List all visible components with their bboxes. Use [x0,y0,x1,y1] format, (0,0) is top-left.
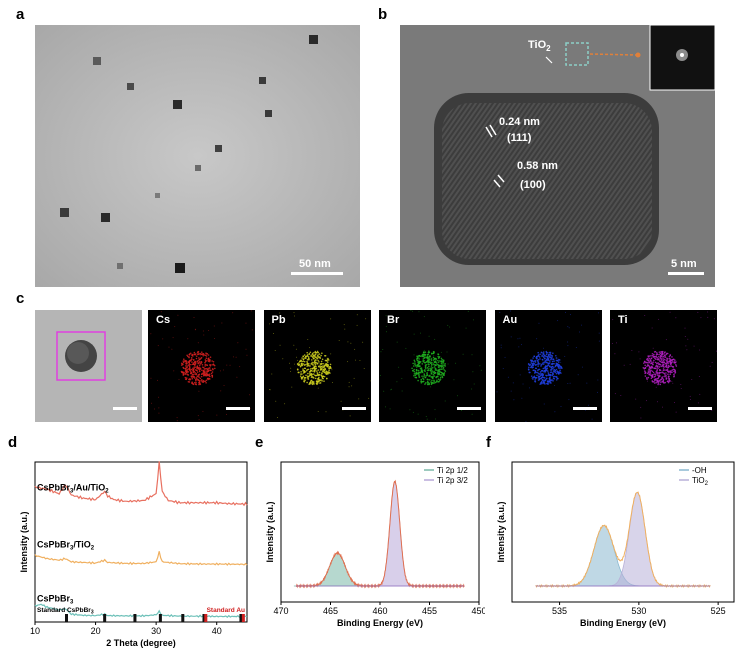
panel-label-b: b [378,6,388,23]
standard-cspbbr3-bar [202,614,206,622]
tem-image-a: 50 nm [35,25,360,287]
y-axis-title: Intensity (a.u.) [19,511,29,572]
xps-ti-peak [293,552,381,587]
x-tick-label: 465 [323,606,338,616]
hkl-2: (100) [520,179,546,191]
nanoparticle [173,100,182,109]
standard-cspbbr3-bar [103,614,107,622]
xrd-chart: 10 20 30 40 2 Theta (degree) Intensity (a.u.)… [19,461,248,648]
xrd-series-line [34,551,248,566]
x-tick-label: 40 [212,626,222,636]
x-axis-title: Binding Energy (eV) [337,618,423,628]
x-tick-label: 530 [631,606,646,616]
x-tick-label: 20 [91,626,101,636]
eds-map-label: Br [387,314,400,326]
nanoparticle [117,263,123,269]
x-tick-label: 470 [273,606,288,616]
eds-map-label: Pb [271,314,286,326]
nanoparticle [195,165,201,171]
x-tick-label: 525 [711,606,726,616]
nanoparticle [259,77,266,84]
eds-map-label: Au [502,314,518,326]
tem-particles [35,25,360,287]
xrd-series-label: CsPbBr3/Au/TiO2 [37,482,109,494]
nanoparticle [309,35,318,44]
panel-label-e: e [255,434,264,451]
panel-label-d: d [8,434,18,451]
roi-box [565,42,589,66]
nanoparticle [215,145,222,152]
standard-cspbbr3-bar [133,614,137,622]
x-tick-label: 460 [372,606,387,616]
scale-bar-b [668,272,704,275]
x-tick-label: 455 [422,606,437,616]
x-tick-label: 450 [471,606,485,616]
xps-ti-chart: 470 465 460 455 450 Binding Energy (eV) Intens… [265,461,485,628]
standard-cspbbr3-bar [181,614,185,622]
scale-bar-haadf [113,407,137,410]
nanoparticle [175,263,185,273]
panel-label-a: a [16,6,25,23]
haadf-image [35,310,142,422]
hkl-1: (111) [507,132,532,144]
scale-label-a: 50 nm [299,258,331,270]
hrtem-graphic [400,25,715,287]
y-axis-title: Intensity (a.u.) [496,501,506,562]
eds-map-label: Cs [156,314,171,326]
x-tick-label: 30 [151,626,161,636]
x-axis-title: 2 Theta (degree) [106,638,176,648]
legend-label: Ti 2p 1/2 [437,466,468,475]
eds-map-br: Br [379,310,486,422]
eds-map-au: Au [494,310,602,422]
nanoparticle [101,213,110,222]
eds-map-label: Ti [618,314,628,326]
panel-label-c: c [16,290,25,307]
eds-map-pb: Pb [263,310,371,422]
nanoparticle [155,193,160,198]
d-spacing-1: 0.24 nm [499,116,540,128]
xrd-series-line [34,461,248,507]
xps-o-chart: 535 530 525 Binding Energy (eV) Intensity (a… [496,461,735,628]
hrtem-image-b: TiO2 0.24 nm (111) 0.58 nm (100) 5 nm [400,25,715,287]
xrd-frame [34,461,248,623]
nanoparticle [93,57,101,65]
xps-o-frame [511,461,735,603]
legend-label: Ti 2p 3/2 [437,476,468,485]
x-tick-label: 535 [552,606,567,616]
standard-au-label: Standard Au [207,607,245,614]
standard-cspbbr3-bar [239,614,243,622]
xps-ti-peak [367,480,423,587]
eds-map-cs: Cs [148,310,255,422]
x-axis-title: Binding Energy (eV) [580,618,666,628]
standard-cspbbr3-label: Standard CsPbBr3 [37,607,94,616]
scale-bar-a [291,272,343,275]
tio2-label: TiO2 [528,39,551,54]
panel-label-f: f [486,434,491,451]
standard-cspbbr3-bar [158,614,162,622]
legend-label: -OH [692,466,707,475]
nanoparticle [60,208,69,217]
xrd-series-label: CsPbBr3/TiO2 [37,539,95,551]
standard-cspbbr3-bar [64,614,68,622]
scale-label-b: 5 nm [671,258,697,270]
xps-ti-envelope [295,479,465,589]
y-axis-title: Intensity (a.u.) [265,501,275,562]
d-spacing-2: 0.58 nm [517,160,558,172]
x-tick-label: 10 [30,626,40,636]
standard-au-bar [241,614,245,622]
eds-map-ti: Ti [610,310,717,422]
legend-label: TiO2 [692,476,709,487]
nanoparticle [127,83,134,90]
xrd-series-line [34,603,248,619]
nanoparticle [265,110,272,117]
xrd-series-label: CsPbBr3 [37,594,74,606]
standard-au-bar [204,614,208,622]
